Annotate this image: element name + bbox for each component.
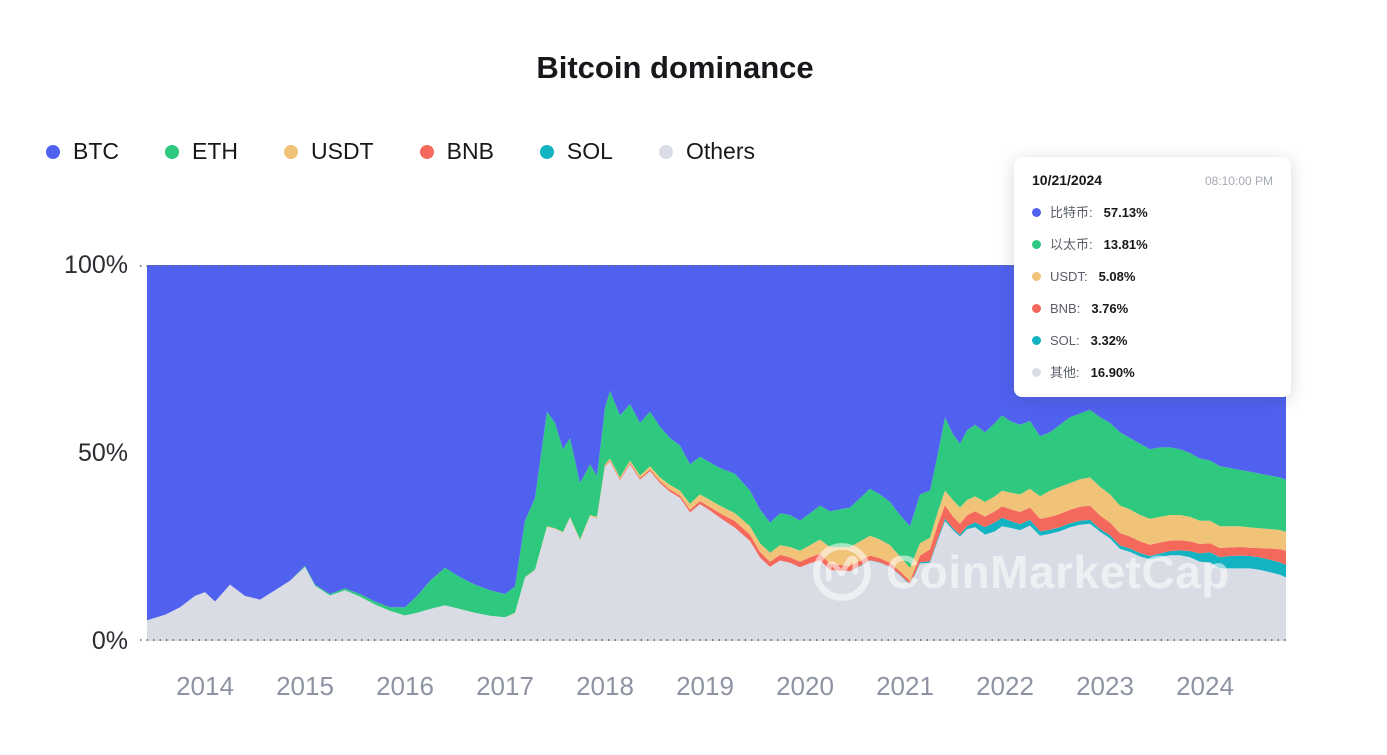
legend-item-eth[interactable]: ETH <box>165 138 238 165</box>
x-axis-label-2016: 2016 <box>376 671 434 701</box>
legend: BTC ETH USDT BNB SOL Others <box>46 138 755 165</box>
y-axis-label-50: 50% <box>77 439 128 467</box>
legend-label-others: Others <box>685 138 755 164</box>
dominance-chart-svg <box>140 265 1290 641</box>
area-usdt <box>147 458 1286 621</box>
x-axis-label-2018: 2018 <box>576 671 634 701</box>
chart-title: Bitcoin dominance <box>536 50 814 85</box>
sol-color-dot-icon <box>1032 336 1041 345</box>
y-axis-label-0: 0% <box>91 627 128 655</box>
tooltip-label: 其他: <box>1050 365 1080 380</box>
x-axis-label-2014: 2014 <box>176 671 234 701</box>
btc-color-dot-icon <box>1032 208 1041 217</box>
eth-color-dot-icon <box>165 144 179 159</box>
area-others <box>147 461 1286 641</box>
legend-label-usdt: USDT <box>311 138 374 164</box>
legend-item-btc[interactable]: BTC <box>46 138 119 165</box>
x-axis-label-2019: 2019 <box>676 671 734 701</box>
legend-item-others[interactable]: Others <box>658 138 755 165</box>
tooltip-date: 10/21/2024 <box>1032 172 1103 188</box>
x-axis-label-2023: 2023 <box>1076 671 1134 701</box>
chart-plot[interactable] <box>140 265 1290 641</box>
tooltip-label: 以太币: <box>1050 237 1093 252</box>
legend-label-bnb: BNB <box>446 138 494 164</box>
btc-color-dot-icon <box>46 144 60 159</box>
x-axis-label-2015: 2015 <box>276 671 334 701</box>
tooltip-label: 比特币: <box>1050 205 1093 220</box>
tooltip-row-usdt: USDT: 5.08% <box>1032 269 1273 284</box>
tooltip-time: 08:10:00 PM <box>1204 174 1273 188</box>
legend-item-usdt[interactable]: USDT <box>284 138 374 165</box>
bnb-color-dot-icon <box>419 144 434 159</box>
tooltip-label: SOL: <box>1050 333 1080 348</box>
legend-label-eth: ETH <box>192 138 238 164</box>
legend-label-btc: BTC <box>73 138 119 164</box>
others-color-dot-icon <box>1032 368 1041 377</box>
legend-item-sol[interactable]: SOL <box>539 138 613 165</box>
legend-item-bnb[interactable]: BNB <box>419 138 494 165</box>
y-axis-label-100: 100% <box>64 251 128 279</box>
tooltip-row-others: 其他: 16.90% <box>1032 365 1273 380</box>
x-axis-label-2020: 2020 <box>776 671 834 701</box>
area-btc <box>147 265 1286 621</box>
legend-label-sol: SOL <box>566 138 613 164</box>
tooltip-header: 10/21/2024 08:10:00 PM <box>1032 172 1273 188</box>
tooltip-row-bnb: BNB: 3.76% <box>1032 301 1273 316</box>
tooltip-value: 3.76% <box>1091 301 1129 316</box>
x-axis-label-2017: 2017 <box>476 671 534 701</box>
x-axis-label-2022: 2022 <box>976 671 1034 701</box>
tooltip-value: 3.32% <box>1090 333 1128 348</box>
x-axis-label-2024: 2024 <box>1176 671 1234 701</box>
usdt-color-dot-icon <box>284 144 298 159</box>
usdt-color-dot-icon <box>1032 272 1041 281</box>
tooltip-value: 57.13% <box>1103 205 1148 220</box>
tooltip-row-eth: 以太币: 13.81% <box>1032 237 1273 252</box>
sol-color-dot-icon <box>539 144 554 159</box>
chart-tooltip: 10/21/2024 08:10:00 PM 比特币: 57.13% 以太币: … <box>1014 157 1291 397</box>
others-color-dot-icon <box>658 144 673 159</box>
area-eth <box>147 391 1286 621</box>
tooltip-value: 5.08% <box>1098 269 1136 284</box>
tooltip-label: USDT: <box>1050 269 1088 284</box>
x-axis-label-2021: 2021 <box>876 671 934 701</box>
tooltip-value: 16.90% <box>1090 365 1135 380</box>
eth-color-dot-icon <box>1032 240 1041 249</box>
tooltip-row-sol: SOL: 3.32% <box>1032 333 1273 348</box>
tooltip-value: 13.81% <box>1103 237 1148 252</box>
tooltip-row-btc: 比特币: 57.13% <box>1032 205 1273 220</box>
tooltip-label: BNB: <box>1050 301 1081 316</box>
bnb-color-dot-icon <box>1032 304 1041 313</box>
